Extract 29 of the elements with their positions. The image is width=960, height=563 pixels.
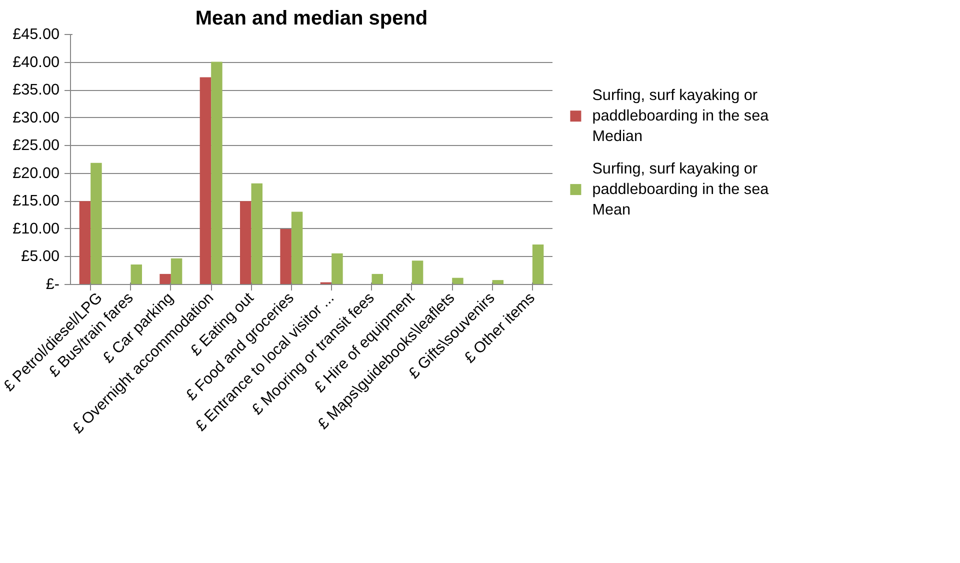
y-tick-label: £45.00 (12, 26, 60, 43)
bar (372, 274, 383, 284)
y-tick-label: £10.00 (12, 220, 60, 238)
bar (79, 201, 91, 284)
y-tick-label: £35.00 (12, 82, 60, 99)
bar (452, 278, 464, 284)
y-tick-label: £5.00 (21, 248, 60, 266)
bar (240, 201, 252, 284)
bar (211, 62, 222, 284)
bar (130, 264, 142, 284)
bar (251, 183, 262, 284)
bar (200, 77, 212, 284)
y-tick-label: £- (46, 276, 60, 293)
bar (170, 258, 182, 284)
y-tick-label: £30.00 (12, 109, 60, 126)
legend-label: Surfing, surf kayaking or paddleboarding in the sea Median (592, 87, 770, 145)
chart-title: Mean and median spend (195, 8, 428, 30)
bar (412, 260, 424, 284)
y-tick-label: £25.00 (12, 137, 60, 154)
y-tick-label: £15.00 (12, 192, 60, 210)
bar (291, 212, 303, 284)
legend-label: Surfing, surf kayaking or paddleboarding in the sea Mean (592, 160, 770, 218)
y-tick-label: £20.00 (12, 164, 60, 182)
bar (532, 244, 544, 284)
bar (332, 253, 343, 284)
bar (280, 228, 292, 284)
bar (160, 274, 171, 284)
bar (90, 162, 102, 284)
y-tick-label: £40.00 (12, 54, 60, 71)
